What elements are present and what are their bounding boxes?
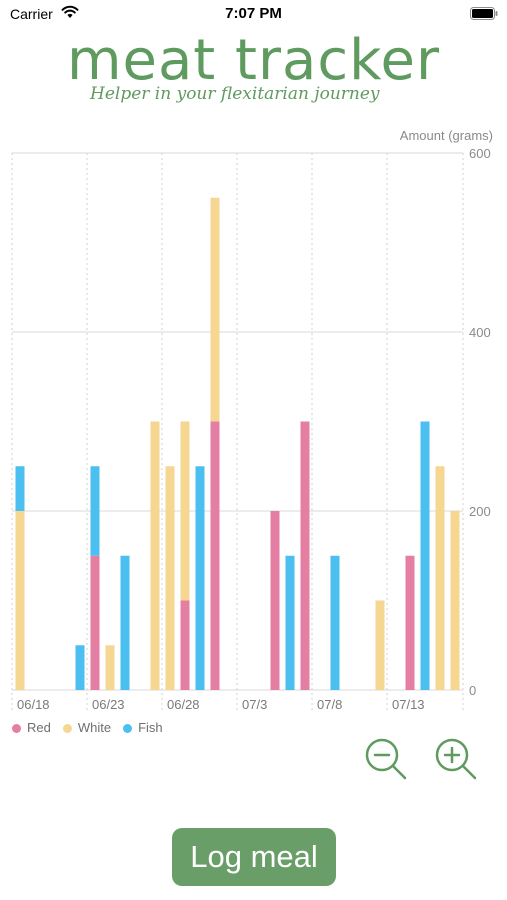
x-tick-label: 07/8 (317, 697, 342, 712)
bar-fish (285, 555, 295, 690)
legend-label: Fish (138, 720, 163, 735)
bar-white (15, 511, 25, 690)
y-tick-label: 600 (469, 146, 491, 161)
log-meal-button[interactable]: Log meal (172, 828, 336, 886)
zoom-in-button[interactable] (433, 736, 479, 782)
carrier-label: Carrier (10, 6, 53, 22)
bar-red (90, 555, 100, 690)
bar-white (435, 466, 445, 690)
bar-fish (15, 466, 25, 511)
bar-fish (420, 421, 430, 690)
bar-white (165, 466, 175, 690)
legend-item-red: Red (12, 720, 51, 735)
zoom-out-button[interactable] (363, 736, 409, 782)
x-tick-label: 06/28 (167, 697, 200, 712)
legend-dot (12, 724, 21, 733)
bar-white (105, 645, 115, 690)
zoom-in-icon (435, 738, 469, 772)
app-title: meat tracker (66, 28, 441, 93)
y-tick-label: 200 (469, 504, 491, 519)
bar-fish (120, 555, 130, 690)
legend-item-fish: Fish (123, 720, 163, 735)
y-axis-label: Amount (grams) (400, 128, 493, 143)
x-tick-label: 07/3 (242, 697, 267, 712)
bar-white (375, 600, 385, 690)
meat-chart[interactable]: Amount (grams) 0 200 400 600 06/18 06/23 06/28 0… (0, 120, 507, 720)
legend-label: Red (27, 720, 51, 735)
x-tick-label: 07/13 (392, 697, 425, 712)
x-tick-label: 06/18 (17, 697, 50, 712)
bar-white (150, 421, 160, 690)
bar-fish (90, 466, 100, 556)
chart-legend: Red White Fish (12, 720, 175, 735)
bar-fish (330, 555, 340, 690)
bar-white (210, 197, 220, 422)
legend-item-white: White (62, 720, 112, 735)
legend-label: White (77, 720, 112, 735)
y-tick-label: 400 (469, 325, 491, 340)
zoom-out-icon (365, 738, 399, 772)
y-tick-label: 0 (469, 683, 476, 698)
bar-red (270, 511, 280, 690)
bar-red (405, 555, 415, 690)
legend-dot (123, 724, 133, 733)
legend-dot (62, 724, 72, 733)
bar-fish (75, 645, 85, 690)
wifi-icon (61, 5, 79, 18)
bar-fish (195, 466, 205, 690)
bar-white (450, 511, 460, 690)
status-bar: Carrier 7:07 PM (0, 0, 507, 28)
app-subtitle: Helper in your flexitarian journey (90, 84, 380, 104)
bar-red (210, 421, 220, 690)
bar-white (180, 421, 190, 601)
bar-red (180, 600, 190, 690)
x-tick-label: 06/23 (92, 697, 125, 712)
bar-red (300, 421, 310, 690)
status-time: 7:07 PM (225, 5, 282, 22)
battery-icon (470, 7, 498, 20)
